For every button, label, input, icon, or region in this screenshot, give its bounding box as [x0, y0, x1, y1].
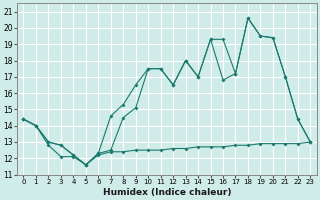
- X-axis label: Humidex (Indice chaleur): Humidex (Indice chaleur): [103, 188, 231, 197]
